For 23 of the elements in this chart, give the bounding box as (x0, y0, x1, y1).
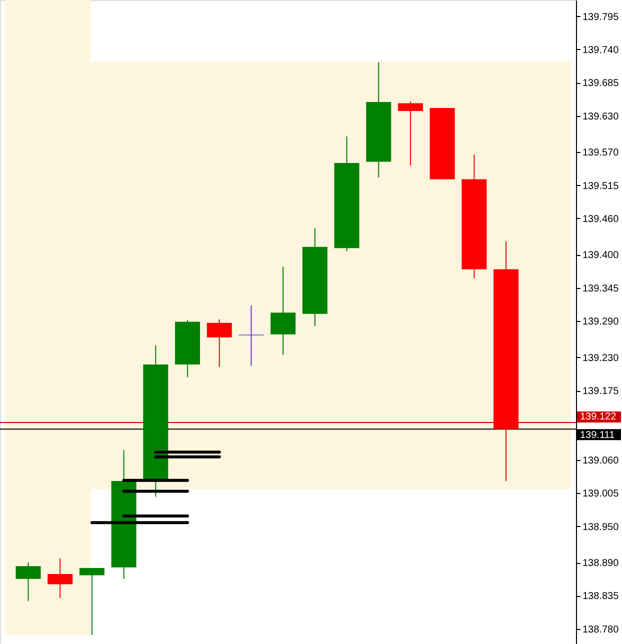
y-tick-label: 139.060 (582, 455, 620, 466)
candlestick (398, 100, 423, 166)
y-tick-label: 139.740 (582, 44, 620, 56)
y-tick-label: 139.685 (582, 78, 620, 90)
y-tick-label: 139.515 (582, 180, 620, 192)
y-tick-label: 139.570 (582, 148, 620, 159)
y-tick-label: 139.290 (582, 316, 620, 328)
y-tick-label: 139.400 (582, 250, 620, 262)
y-tick-label: 139.005 (582, 488, 620, 500)
y-tick-label: 138.835 (582, 591, 620, 602)
y-tick-label: 139.630 (582, 111, 620, 122)
y-tick-label: 139.460 (582, 214, 620, 225)
y-tick-label: 139.795 (582, 12, 620, 23)
y-tick-label: 139.345 (582, 283, 620, 294)
y-tick-label: 139.175 (582, 386, 620, 398)
ref-line-label: 139.111 (580, 430, 616, 442)
y-tick-label: 138.950 (582, 522, 620, 533)
candlestick (79, 567, 104, 636)
y-tick-label: 138.780 (582, 624, 620, 636)
y-tick-label: 139.230 (582, 352, 620, 364)
candlestick (238, 304, 264, 366)
y-tick-label: 138.890 (582, 558, 620, 570)
ref-line-label: 139.122 (580, 411, 617, 422)
